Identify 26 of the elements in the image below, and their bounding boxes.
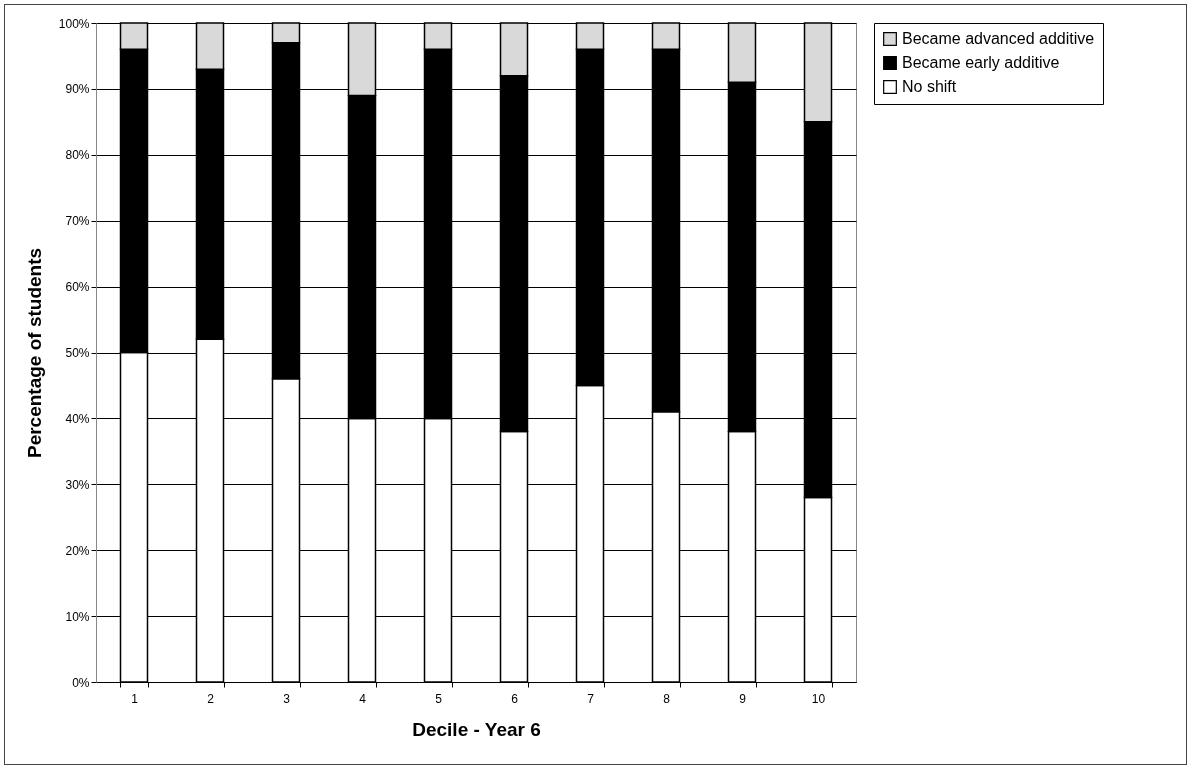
y-tick-label: 30%	[65, 477, 90, 492]
x-tick-label: 2	[207, 691, 215, 706]
x-tick-label: 10	[811, 691, 826, 706]
x-tick-label: 4	[359, 691, 367, 706]
legend-label: Became early additive	[902, 54, 1060, 71]
y-axis-title: Percentage of students	[23, 247, 45, 459]
x-tick-label: 6	[511, 691, 519, 706]
y-tick-label: 100%	[58, 16, 90, 31]
y-tick-label: 70%	[65, 214, 90, 229]
y-tick-label: 60%	[65, 280, 90, 295]
x-tick-label: 3	[283, 691, 291, 706]
legend-label: No shift	[902, 78, 957, 95]
x-tick-label: 8	[663, 691, 671, 706]
x-tick-label: 9	[739, 691, 747, 706]
y-tick-label: 50%	[65, 346, 90, 360]
y-tick-label: 90%	[65, 82, 90, 97]
x-axis-title: Decile - Year 6	[412, 718, 541, 740]
x-tick-label: 7	[587, 691, 595, 706]
y-tick-label: 40%	[65, 411, 90, 426]
legend-label: Became advanced additive	[902, 30, 1095, 47]
y-tick-label: 80%	[65, 148, 90, 163]
x-tick-label: 5	[435, 691, 443, 706]
y-tick-label: 20%	[65, 543, 90, 558]
y-tick-label: 0%	[72, 675, 90, 690]
x-tick-label: 1	[131, 691, 139, 706]
y-tick-label: 10%	[65, 609, 90, 624]
